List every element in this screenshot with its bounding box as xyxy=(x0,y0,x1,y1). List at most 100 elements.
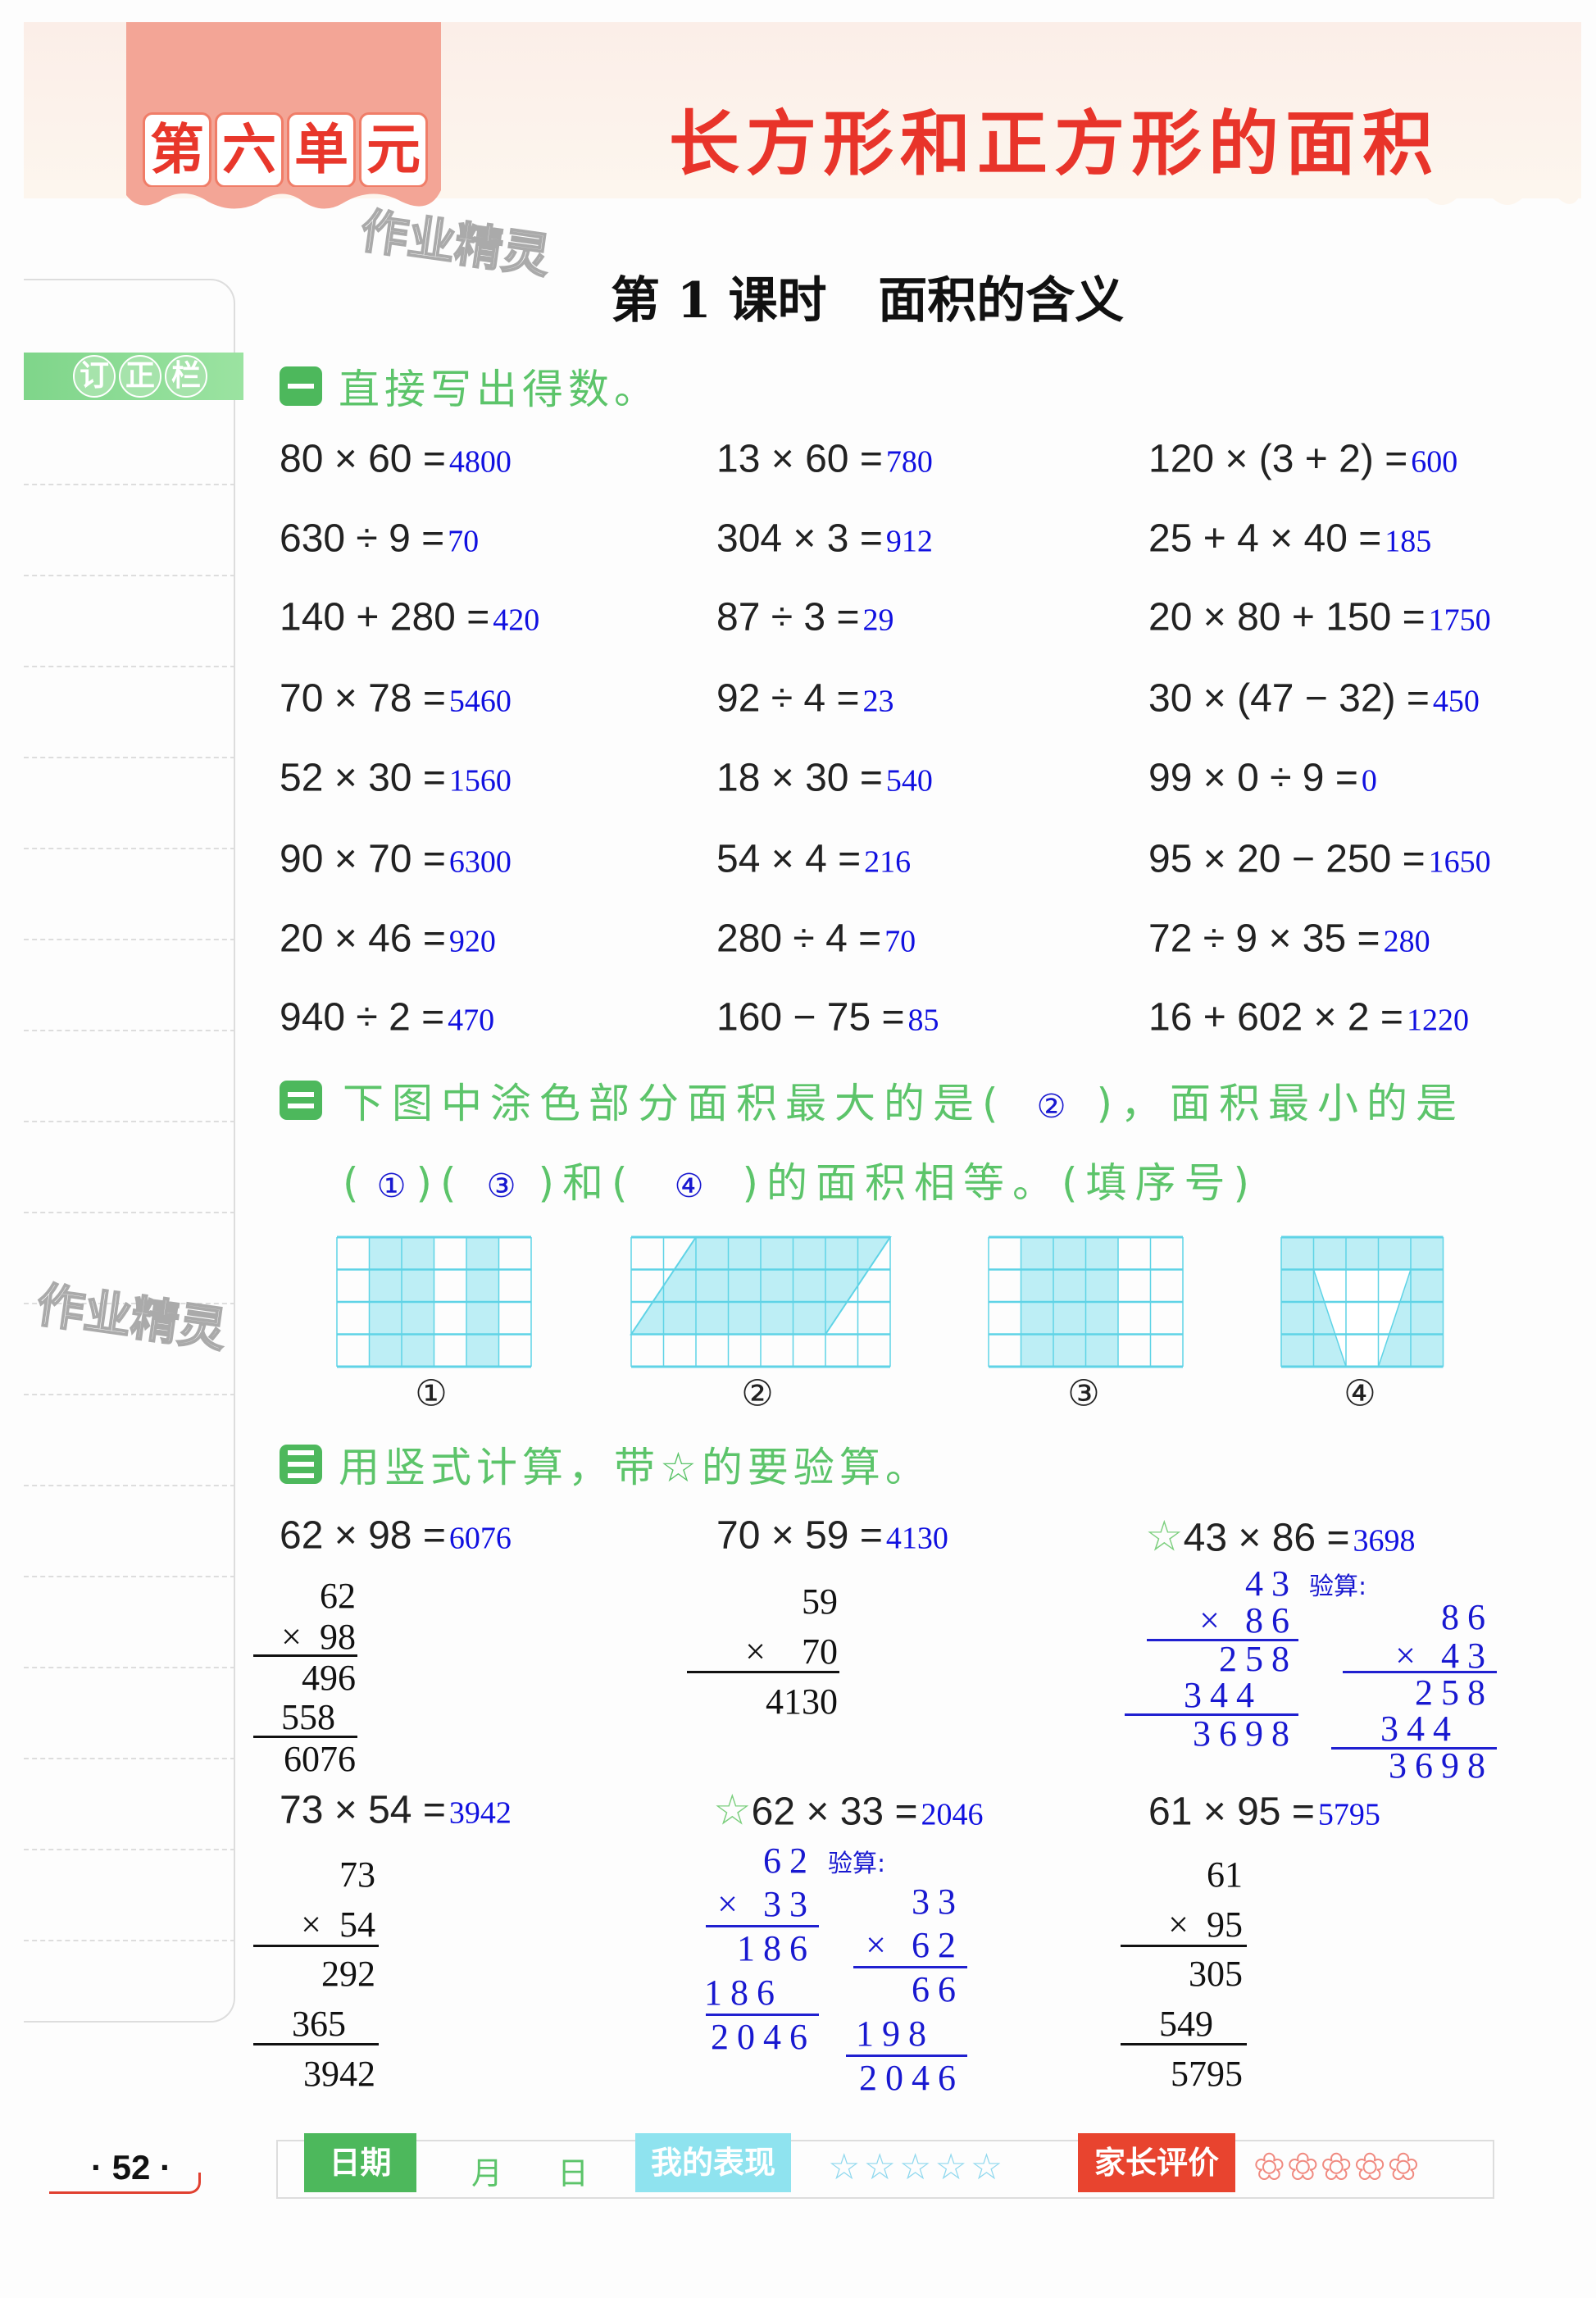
equation-answer: 23 xyxy=(862,684,894,719)
question-text: )和( xyxy=(538,1159,636,1207)
equation-question: 54 × 4 = xyxy=(716,837,862,881)
section-number-badge xyxy=(280,1081,322,1120)
correction-line xyxy=(24,1758,235,1759)
equation-answer: 216 xyxy=(864,844,912,880)
equation: 16 + 602 × 2 = 1220 xyxy=(1148,995,1469,1040)
vertical-calc-line: 2046 xyxy=(859,2058,964,2098)
equation: 54 × 4 = 216 xyxy=(716,837,911,882)
vertical-calc-rule xyxy=(1121,2043,1247,2045)
equation: 160 − 75 = 85 xyxy=(716,995,939,1040)
vertical-calc-line: 6076 xyxy=(284,1739,356,1779)
vertical-calc-line: × 95 xyxy=(1168,1904,1243,1945)
correction-line xyxy=(24,939,235,940)
correction-line xyxy=(24,1485,235,1486)
parent-evaluation-label: 家长评价 xyxy=(1078,2133,1235,2192)
question-text: )的面积相等。(填序号) xyxy=(742,1159,1258,1207)
equation-question: 72 ÷ 9 × 35 = xyxy=(1148,917,1380,961)
page-number-decoration xyxy=(49,2173,201,2194)
vertical-calc-rule xyxy=(853,1966,967,1968)
unit-label-box: 第 六 单 元 xyxy=(126,22,441,190)
equation-answer: 420 xyxy=(493,603,540,638)
vertical-calc-line: 186 xyxy=(737,1928,816,1968)
equation-question: 70 × 78 = xyxy=(280,676,446,721)
vertical-calc-line: 4130 xyxy=(766,1681,838,1722)
performance-stars[interactable]: ☆☆☆☆☆ xyxy=(828,2146,1007,2188)
vertical-calc-line: 292 xyxy=(321,1954,375,1994)
correction-line xyxy=(24,1212,235,1213)
problem-answer: 3698 xyxy=(1353,1523,1416,1559)
equation-question: 20 × 46 = xyxy=(280,917,446,961)
vertical-calc-rule xyxy=(253,1945,379,1947)
vertical-calc-line: 59 xyxy=(802,1581,838,1622)
equation-answer: 280 xyxy=(1383,924,1430,959)
correction-label-char: 正 xyxy=(119,355,161,398)
equation-answer: 70 xyxy=(448,524,480,559)
vertical-calc-line: 365 xyxy=(292,2004,346,2044)
star-icon: ☆ xyxy=(1145,1512,1184,1562)
equation: 13 × 60 = 780 xyxy=(716,437,933,482)
figure-label: ① xyxy=(415,1372,448,1415)
section1-title: 直接写出得数。 xyxy=(339,366,660,413)
equation-answer: 1750 xyxy=(1428,603,1491,638)
correction-line xyxy=(24,1576,235,1577)
equation-answer: 85 xyxy=(907,1003,939,1038)
equation-answer: 470 xyxy=(448,1003,495,1038)
equation-answer: 29 xyxy=(862,603,894,638)
vertical-problem: 62 × 98 = 6076 xyxy=(280,1513,512,1559)
equation: 87 ÷ 3 = 29 xyxy=(716,595,893,640)
star-icon: ☆ xyxy=(713,1786,752,1836)
section1-heading: 直接写出得数。 xyxy=(280,357,660,416)
day-label: 日 xyxy=(557,2155,589,2191)
problem-answer: 3942 xyxy=(448,1795,512,1831)
vertical-calc-line: 558 xyxy=(281,1697,335,1737)
equation: 90 × 70 = 6300 xyxy=(280,837,512,882)
answer-largest: ② xyxy=(1036,1088,1066,1126)
correction-line xyxy=(24,1303,235,1304)
equation-question: 630 ÷ 9 = xyxy=(280,516,445,561)
equation-question: 140 + 280 = xyxy=(280,595,490,639)
question-line-1: 下图中涂色部分面积最大的是(②)，面积最小的是 xyxy=(343,1071,1465,1130)
correction-line xyxy=(24,1030,235,1031)
vertical-calc-rule xyxy=(846,2055,967,2057)
correction-line xyxy=(24,666,235,667)
performance-label: 我的表现 xyxy=(635,2133,791,2192)
equation-answer: 185 xyxy=(1385,524,1432,559)
equation: 99 × 0 ÷ 9 = 0 xyxy=(1148,756,1377,801)
equation-answer: 920 xyxy=(448,924,496,959)
equation-answer: 5460 xyxy=(448,684,512,719)
section-number-badge xyxy=(280,366,322,406)
lesson-title: 第 1 课时 面积的含义 xyxy=(611,272,1125,330)
equation-question: 80 × 60 = xyxy=(280,437,446,481)
problem-question: 70 × 59 = xyxy=(716,1513,883,1558)
unit-box-scallop xyxy=(126,187,441,209)
equation-question: 30 × (47 − 32) = xyxy=(1148,676,1430,721)
section3-heading: 用竖式计算，带☆的要验算。 xyxy=(280,1435,931,1494)
vertical-calc-line: 258 xyxy=(1219,1639,1298,1679)
vertical-calc-line: 186 xyxy=(704,1973,783,2013)
correction-column xyxy=(24,279,235,2023)
vertical-problem: 61 × 95 = 5795 xyxy=(1148,1790,1380,1835)
parent-evaluation-flowers[interactable]: ✿✿✿✿✿ xyxy=(1253,2146,1422,2189)
unit-char: 元 xyxy=(359,112,428,188)
vertical-calc-line: 73 xyxy=(339,1854,375,1895)
equation-answer: 540 xyxy=(885,763,933,799)
equation-answer: 1650 xyxy=(1428,844,1491,880)
correction-label-char: 订 xyxy=(73,355,116,398)
vertical-calc-rule xyxy=(687,1671,839,1673)
figure-label: ④ xyxy=(1344,1372,1376,1415)
problem-question: 73 × 54 = xyxy=(280,1788,446,1832)
vertical-calc-line: 549 xyxy=(1159,2004,1213,2044)
vertical-calc-rule xyxy=(1331,1747,1497,1750)
problem-question: 61 × 95 = xyxy=(1148,1790,1315,1834)
equation: 92 ÷ 4 = 23 xyxy=(716,676,893,721)
vertical-problem: 73 × 54 = 3942 xyxy=(280,1788,512,1833)
figure-label: ③ xyxy=(1067,1372,1100,1415)
correction-line xyxy=(24,575,235,576)
problem-answer: 2046 xyxy=(921,1797,984,1832)
section2-heading xyxy=(280,1081,339,1120)
equation-question: 304 × 3 = xyxy=(716,516,883,561)
figure-3 xyxy=(988,1235,1184,1368)
equation-answer: 70 xyxy=(884,924,916,959)
equation-question: 20 × 80 + 150 = xyxy=(1148,595,1425,639)
equation: 30 × (47 − 32) = 450 xyxy=(1148,676,1480,721)
